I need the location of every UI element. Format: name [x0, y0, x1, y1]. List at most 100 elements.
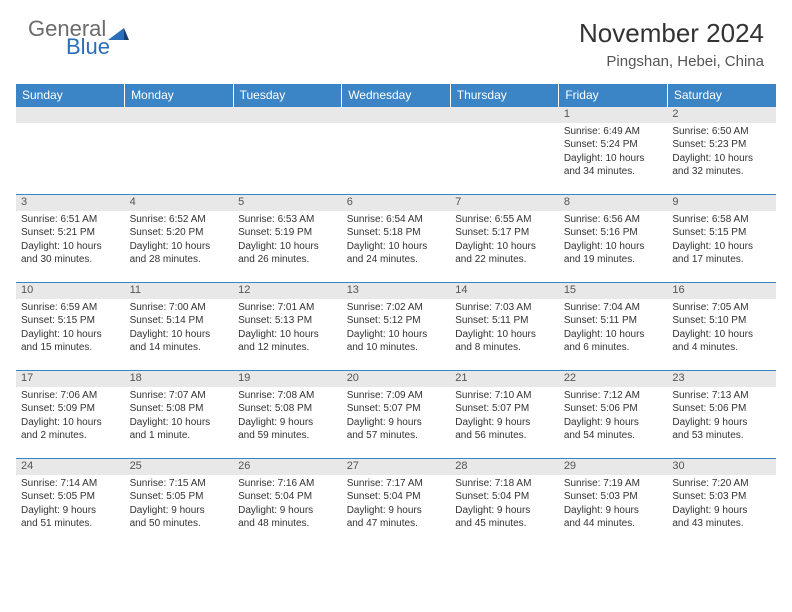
title-block: November 2024 Pingshan, Hebei, China — [579, 18, 764, 70]
day-detail-line: Sunset: 5:08 PM — [238, 402, 337, 416]
day-number-cell: 10 — [16, 283, 125, 299]
day-detail-line: Sunrise: 7:20 AM — [672, 477, 771, 491]
day-detail-line: Sunset: 5:23 PM — [672, 138, 771, 152]
day-detail-line: Daylight: 10 hours — [130, 416, 229, 430]
day-detail-line: Daylight: 10 hours — [564, 328, 663, 342]
day-detail-line: Daylight: 10 hours — [130, 240, 229, 254]
day-detail-line: Sunrise: 6:59 AM — [21, 301, 120, 315]
day-number-row: 12 — [16, 107, 776, 123]
day-detail-line: and 45 minutes. — [455, 517, 554, 531]
day-detail-line: Sunset: 5:14 PM — [130, 314, 229, 328]
day-detail-line: Sunrise: 7:14 AM — [21, 477, 120, 491]
day-detail-cell: Sunrise: 6:55 AMSunset: 5:17 PMDaylight:… — [450, 211, 559, 283]
day-detail-line: Sunrise: 7:01 AM — [238, 301, 337, 315]
day-detail-line: Sunset: 5:07 PM — [347, 402, 446, 416]
day-detail-row: Sunrise: 7:06 AMSunset: 5:09 PMDaylight:… — [16, 387, 776, 459]
day-detail-line: and 14 minutes. — [130, 341, 229, 355]
day-detail-line: Sunrise: 7:10 AM — [455, 389, 554, 403]
day-number-cell: 2 — [667, 107, 776, 123]
page-subtitle: Pingshan, Hebei, China — [579, 53, 764, 70]
weekday-header: Thursday — [450, 84, 559, 107]
day-number-cell — [16, 107, 125, 123]
day-detail-line: Daylight: 9 hours — [347, 504, 446, 518]
day-detail-line: Daylight: 10 hours — [21, 416, 120, 430]
day-detail-line: Daylight: 9 hours — [238, 416, 337, 430]
day-number-cell: 23 — [667, 371, 776, 387]
day-number-cell — [233, 107, 342, 123]
day-detail-line: Sunset: 5:05 PM — [130, 490, 229, 504]
day-detail-cell — [450, 123, 559, 195]
day-detail-line: and 53 minutes. — [672, 429, 771, 443]
day-detail-cell: Sunrise: 6:53 AMSunset: 5:19 PMDaylight:… — [233, 211, 342, 283]
day-detail-line: and 30 minutes. — [21, 253, 120, 267]
day-detail-line: Sunrise: 7:04 AM — [564, 301, 663, 315]
day-detail-cell: Sunrise: 6:52 AMSunset: 5:20 PMDaylight:… — [125, 211, 234, 283]
day-detail-line: Daylight: 9 hours — [238, 504, 337, 518]
day-detail-line: and 17 minutes. — [672, 253, 771, 267]
day-detail-line: and 6 minutes. — [564, 341, 663, 355]
day-number-row: 24252627282930 — [16, 459, 776, 475]
day-number-cell: 11 — [125, 283, 234, 299]
calendar-body: 12Sunrise: 6:49 AMSunset: 5:24 PMDayligh… — [16, 107, 776, 547]
day-detail-line: and 43 minutes. — [672, 517, 771, 531]
day-detail-line: Sunrise: 6:58 AM — [672, 213, 771, 227]
day-detail-line: Sunset: 5:04 PM — [347, 490, 446, 504]
day-detail-line: Daylight: 9 hours — [455, 504, 554, 518]
day-detail-cell: Sunrise: 7:00 AMSunset: 5:14 PMDaylight:… — [125, 299, 234, 371]
day-detail-line: Sunset: 5:05 PM — [21, 490, 120, 504]
day-detail-line: Daylight: 9 hours — [455, 416, 554, 430]
day-detail-line: Daylight: 9 hours — [21, 504, 120, 518]
day-detail-line: Daylight: 10 hours — [672, 328, 771, 342]
day-detail-line: and 59 minutes. — [238, 429, 337, 443]
day-detail-cell — [16, 123, 125, 195]
day-detail-line: Sunset: 5:04 PM — [238, 490, 337, 504]
day-detail-cell: Sunrise: 7:01 AMSunset: 5:13 PMDaylight:… — [233, 299, 342, 371]
day-detail-line: Sunrise: 6:53 AM — [238, 213, 337, 227]
day-detail-line: Sunset: 5:19 PM — [238, 226, 337, 240]
day-detail-line: Daylight: 10 hours — [455, 328, 554, 342]
day-detail-line: Sunset: 5:08 PM — [130, 402, 229, 416]
day-number-cell: 27 — [342, 459, 451, 475]
day-detail-line: Sunrise: 7:16 AM — [238, 477, 337, 491]
day-detail-line: Sunrise: 7:05 AM — [672, 301, 771, 315]
day-number-cell: 8 — [559, 195, 668, 211]
day-detail-line: Sunset: 5:03 PM — [564, 490, 663, 504]
day-number-cell: 18 — [125, 371, 234, 387]
day-number-cell: 16 — [667, 283, 776, 299]
day-detail-line: Sunrise: 7:17 AM — [347, 477, 446, 491]
day-detail-cell: Sunrise: 7:02 AMSunset: 5:12 PMDaylight:… — [342, 299, 451, 371]
day-detail-line: Sunset: 5:15 PM — [21, 314, 120, 328]
day-detail-line: and 19 minutes. — [564, 253, 663, 267]
day-detail-line: Daylight: 9 hours — [347, 416, 446, 430]
day-number-cell: 22 — [559, 371, 668, 387]
day-detail-line: Sunset: 5:06 PM — [672, 402, 771, 416]
day-detail-line: Sunrise: 7:13 AM — [672, 389, 771, 403]
day-detail-line: Sunset: 5:03 PM — [672, 490, 771, 504]
logo: GeneralBlue — [28, 18, 130, 58]
day-number-cell: 21 — [450, 371, 559, 387]
day-detail-cell: Sunrise: 6:56 AMSunset: 5:16 PMDaylight:… — [559, 211, 668, 283]
weekday-header: Monday — [125, 84, 234, 107]
day-number-cell: 30 — [667, 459, 776, 475]
day-detail-line: Daylight: 10 hours — [347, 240, 446, 254]
day-detail-row: Sunrise: 7:14 AMSunset: 5:05 PMDaylight:… — [16, 475, 776, 547]
day-detail-line: Sunrise: 7:00 AM — [130, 301, 229, 315]
day-detail-cell: Sunrise: 7:14 AMSunset: 5:05 PMDaylight:… — [16, 475, 125, 547]
day-detail-cell: Sunrise: 7:16 AMSunset: 5:04 PMDaylight:… — [233, 475, 342, 547]
day-number-cell: 19 — [233, 371, 342, 387]
day-number-cell — [450, 107, 559, 123]
day-detail-line: and 57 minutes. — [347, 429, 446, 443]
page-title: November 2024 — [579, 18, 764, 49]
day-detail-line: Sunset: 5:06 PM — [564, 402, 663, 416]
day-detail-cell: Sunrise: 7:19 AMSunset: 5:03 PMDaylight:… — [559, 475, 668, 547]
day-detail-line: and 34 minutes. — [564, 165, 663, 179]
day-detail-line: Daylight: 9 hours — [564, 416, 663, 430]
day-detail-line: Sunrise: 7:12 AM — [564, 389, 663, 403]
day-number-cell — [125, 107, 234, 123]
day-detail-cell: Sunrise: 7:06 AMSunset: 5:09 PMDaylight:… — [16, 387, 125, 459]
day-detail-cell: Sunrise: 7:08 AMSunset: 5:08 PMDaylight:… — [233, 387, 342, 459]
weekday-header: Saturday — [667, 84, 776, 107]
day-detail-line: Sunrise: 6:51 AM — [21, 213, 120, 227]
day-number-cell: 24 — [16, 459, 125, 475]
day-detail-line: and 47 minutes. — [347, 517, 446, 531]
